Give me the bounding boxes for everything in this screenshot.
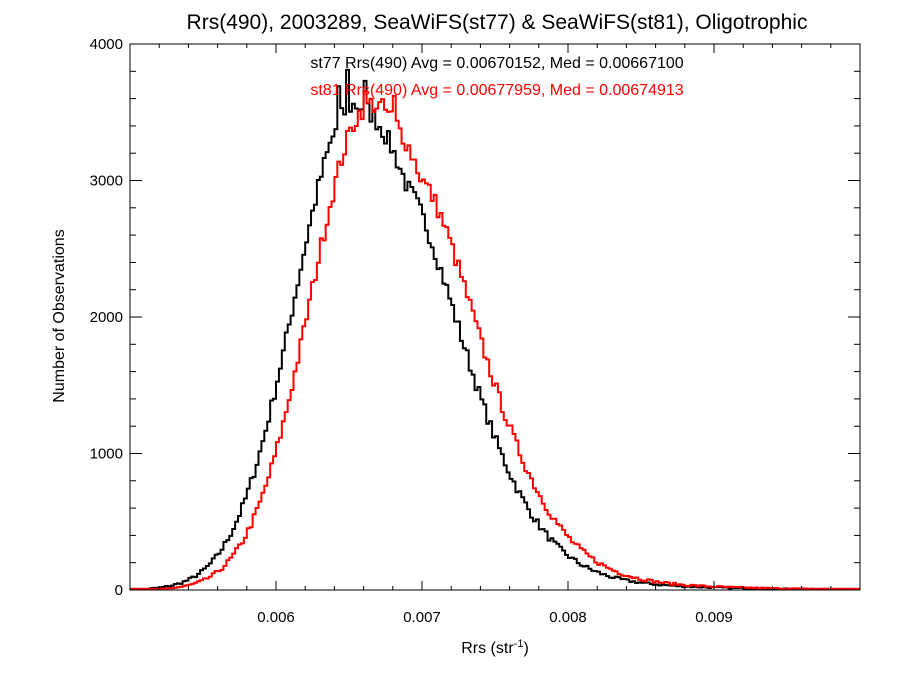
annotation-st77: st77 Rrs(490) Avg = 0.00670152, Med = 0.…: [310, 55, 683, 72]
series-layer: [130, 68, 860, 590]
plot-frame: [129, 43, 861, 591]
tick-layer: 0.006 0.007 0.008 0.009 0 1000 2000 3000 4000: [90, 36, 861, 626]
y-tick-label: 1000: [90, 446, 123, 463]
y-tick-label: 3000: [90, 173, 123, 190]
x-axis-label-tail: ): [523, 640, 528, 657]
x-tick-label: 0.008: [549, 609, 587, 626]
x-tick-label: 0.009: [695, 609, 733, 626]
histogram-series-st81: [130, 90, 860, 590]
x-axis-label-base: Rrs (str: [461, 640, 514, 657]
y-tick-label: 2000: [90, 309, 123, 326]
x-axis-label-sup: -1: [514, 638, 524, 650]
y-tick-label: 0: [115, 582, 123, 599]
y-tick-label: 4000: [90, 36, 123, 53]
annotation-st81: st81 Rrs(490) Avg = 0.00677959, Med = 0.…: [310, 82, 683, 99]
x-tick-label: 0.007: [403, 609, 441, 626]
chart-title: Rrs(490), 2003289, SeaWiFS(st77) & SeaWi…: [187, 11, 808, 34]
histogram-series-st77: [130, 68, 860, 590]
y-axis-label: Number of Observations: [51, 229, 68, 402]
x-tick-label: 0.006: [257, 609, 295, 626]
x-axis-label: Rrs (str-1): [461, 638, 529, 657]
